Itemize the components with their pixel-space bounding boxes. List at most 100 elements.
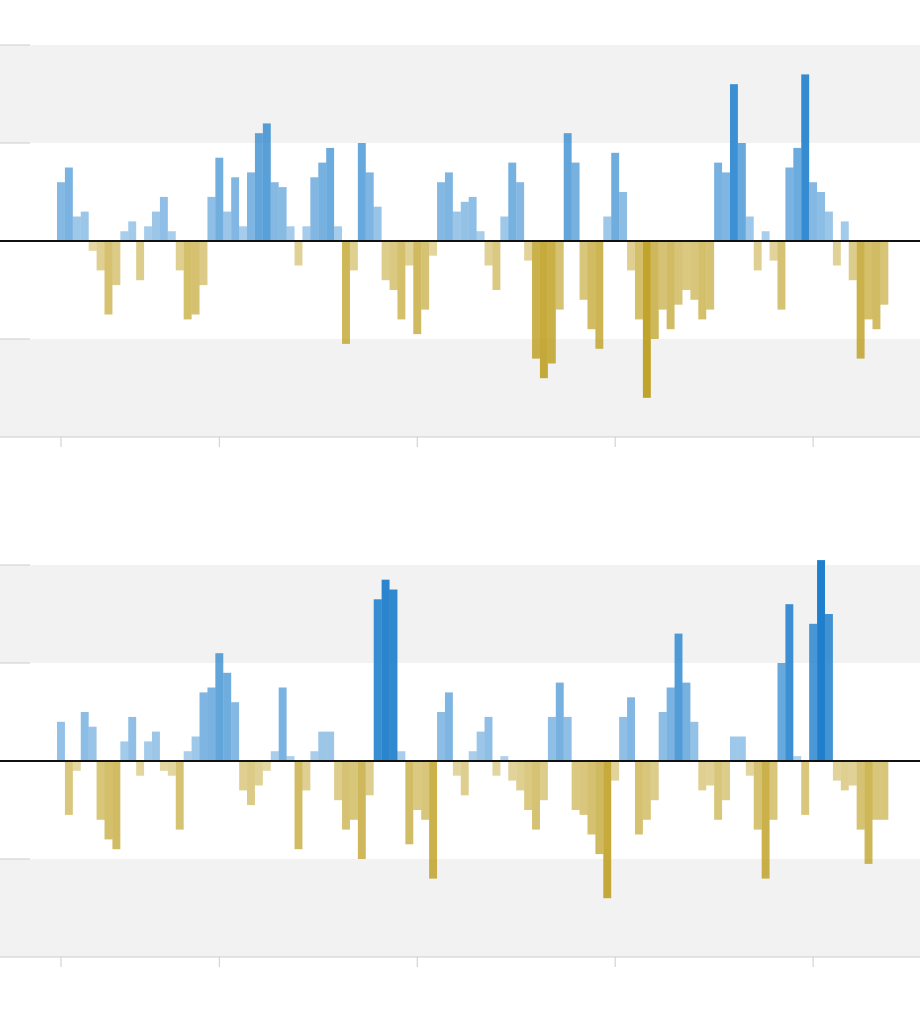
bar bbox=[437, 712, 445, 761]
bar bbox=[437, 182, 445, 241]
bar bbox=[128, 716, 137, 761]
bar bbox=[278, 187, 287, 241]
bar bbox=[848, 241, 857, 281]
bar bbox=[864, 241, 873, 320]
bar bbox=[785, 604, 794, 761]
bar bbox=[239, 226, 248, 241]
bar bbox=[365, 761, 374, 796]
bar bbox=[745, 761, 754, 776]
bar bbox=[231, 177, 240, 241]
bar bbox=[318, 162, 327, 241]
bar bbox=[555, 241, 564, 310]
bar bbox=[183, 241, 192, 320]
grid-band bbox=[0, 339, 920, 437]
bar bbox=[96, 241, 105, 271]
bar bbox=[175, 241, 184, 271]
bar bbox=[864, 761, 873, 864]
bar bbox=[547, 241, 556, 364]
bar bbox=[793, 147, 802, 241]
bar bbox=[342, 241, 350, 344]
bar bbox=[199, 241, 208, 286]
bar bbox=[468, 196, 477, 241]
bar bbox=[563, 133, 572, 241]
bar bbox=[199, 692, 208, 761]
bar bbox=[824, 614, 833, 761]
grid-band bbox=[0, 45, 920, 143]
bar bbox=[571, 162, 580, 241]
bar bbox=[666, 241, 675, 330]
bar bbox=[389, 241, 398, 290]
bar bbox=[397, 241, 406, 320]
bar bbox=[856, 761, 865, 830]
bar bbox=[294, 761, 303, 850]
bar bbox=[761, 231, 770, 241]
bar bbox=[595, 761, 604, 855]
bar bbox=[832, 241, 841, 266]
bar bbox=[429, 761, 438, 879]
bar bbox=[215, 653, 224, 761]
bar bbox=[262, 761, 271, 771]
bar bbox=[824, 211, 833, 241]
bar bbox=[167, 761, 176, 776]
bar bbox=[64, 167, 73, 241]
bar bbox=[460, 761, 469, 796]
bar bbox=[603, 761, 612, 899]
bar bbox=[413, 761, 422, 810]
bar bbox=[262, 123, 271, 241]
bar bbox=[373, 206, 382, 241]
bar bbox=[872, 761, 881, 820]
bar bbox=[215, 157, 224, 241]
bar bbox=[112, 761, 121, 850]
bar bbox=[619, 192, 628, 241]
bar bbox=[421, 241, 430, 310]
bar bbox=[880, 761, 889, 820]
bar bbox=[88, 726, 97, 761]
bar bbox=[152, 211, 160, 241]
bar bbox=[508, 761, 517, 781]
bar bbox=[310, 751, 319, 761]
bar bbox=[136, 761, 145, 776]
bar bbox=[357, 761, 366, 859]
bar bbox=[167, 231, 176, 241]
bar bbox=[769, 761, 778, 820]
bar bbox=[793, 756, 802, 761]
bar bbox=[698, 241, 707, 320]
bar bbox=[516, 761, 525, 791]
bar bbox=[444, 172, 453, 241]
bar bbox=[761, 761, 770, 879]
bar bbox=[64, 761, 73, 815]
bar bbox=[421, 761, 430, 820]
bar bbox=[365, 172, 374, 241]
bar bbox=[342, 761, 350, 830]
bar bbox=[627, 697, 635, 761]
bar bbox=[595, 241, 604, 349]
bar bbox=[563, 716, 572, 761]
bar bbox=[104, 761, 113, 840]
bar bbox=[571, 761, 580, 810]
bar bbox=[136, 241, 145, 281]
bar bbox=[714, 761, 723, 820]
bar bbox=[191, 736, 200, 761]
bar bbox=[532, 241, 540, 359]
bar bbox=[413, 241, 422, 335]
bar bbox=[611, 761, 620, 781]
bar bbox=[492, 761, 501, 776]
bar bbox=[785, 167, 794, 241]
bar bbox=[745, 216, 754, 241]
bar bbox=[144, 226, 153, 241]
bar bbox=[231, 702, 240, 761]
bar bbox=[840, 221, 849, 241]
bar bbox=[159, 196, 168, 241]
bar bbox=[476, 731, 485, 761]
bar bbox=[682, 682, 691, 761]
bar bbox=[429, 241, 438, 256]
bar bbox=[318, 731, 327, 761]
bar bbox=[452, 211, 461, 241]
bar bbox=[690, 721, 699, 761]
bar bbox=[508, 162, 517, 241]
bar bbox=[856, 241, 865, 359]
bar bbox=[587, 241, 596, 330]
bar bbox=[247, 761, 255, 806]
bar bbox=[880, 241, 889, 305]
